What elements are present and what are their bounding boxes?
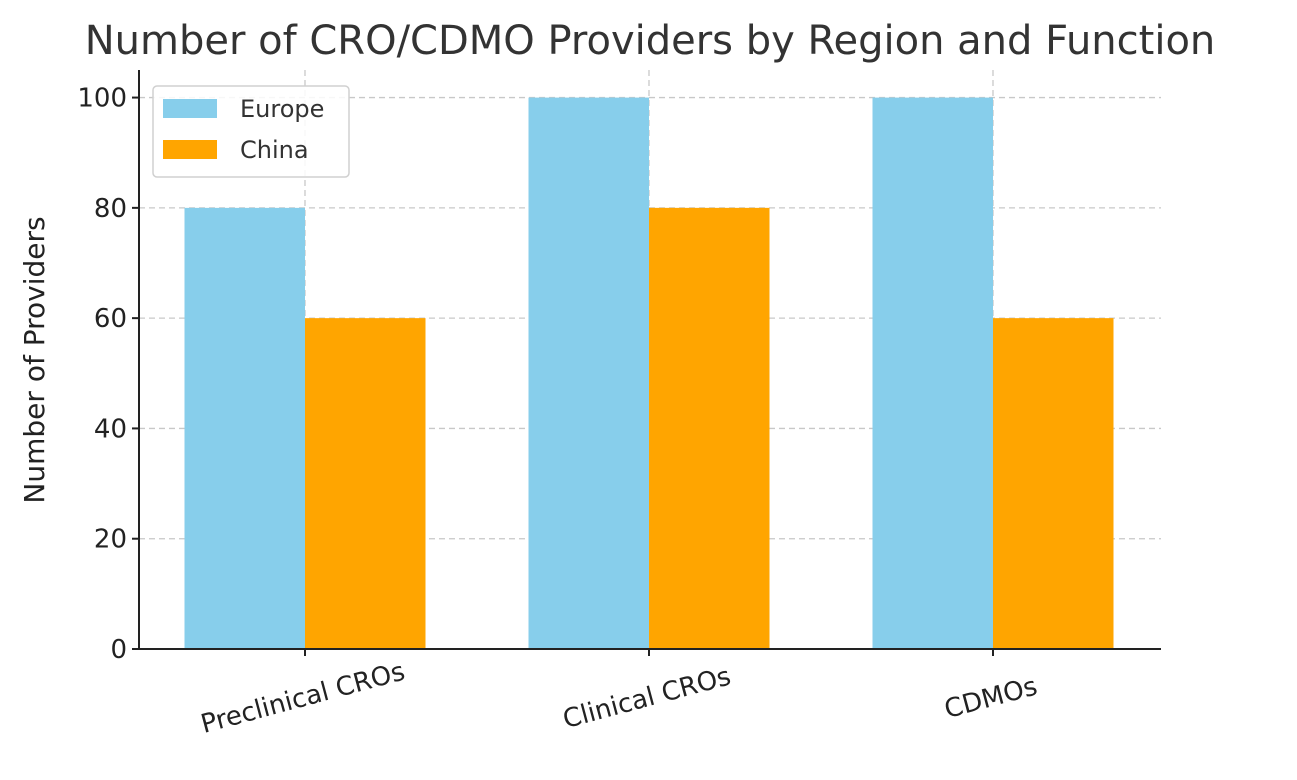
legend-label-china: China [240,136,309,164]
legend-swatch-china [163,140,217,159]
legend-label-europe: Europe [240,95,324,123]
x-ticks: Preclinical CROs Clinical CROs CDMOs [198,649,1041,740]
bar-china-1 [649,207,770,649]
bars [184,97,1114,650]
y-tick-label: 60 [94,304,127,334]
y-tick-label: 100 [77,84,127,114]
x-tick-label: Clinical CROs [560,661,734,735]
y-tick-label: 0 [110,635,127,665]
y-tick-label: 80 [94,194,127,224]
chart-title: Number of CRO/CDMO Providers by Region a… [85,18,1216,64]
bar-europe-1 [528,97,649,650]
y-tick-label: 40 [94,414,127,444]
bar-china-2 [993,318,1114,649]
legend-swatch-europe [163,99,217,118]
bar-europe-2 [872,97,993,650]
legend: Europe China [152,85,350,178]
y-axis-label: Number of Providers [18,216,51,503]
bar-europe-0 [184,207,305,649]
bar-china-0 [305,318,426,649]
y-tick-label: 20 [94,525,127,555]
x-tick-label: CDMOs [941,672,1040,725]
x-tick-label: Preclinical CROs [198,657,408,740]
y-ticks: 0 20 40 60 80 100 [77,84,139,665]
